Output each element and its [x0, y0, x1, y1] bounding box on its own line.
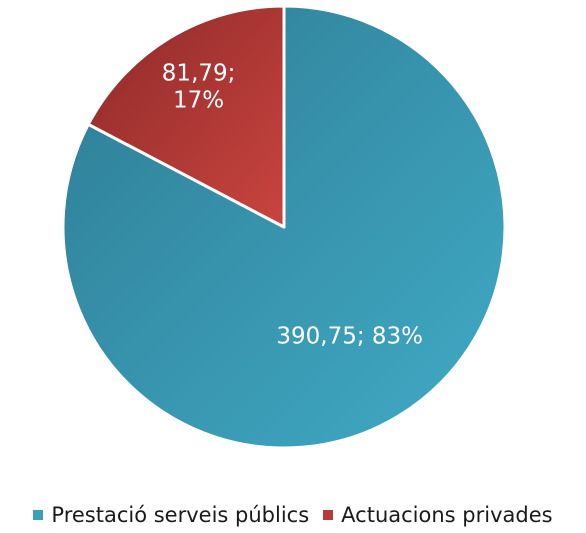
legend-label-actuacions: Actuacions privades [341, 503, 553, 527]
legend-swatch-prestacio [33, 510, 44, 520]
pie-chart: 390,75; 83% 81,79; 17% [61, 4, 507, 450]
legend-item-actuacions[interactable]: Actuacions privades [323, 503, 553, 527]
slice-label-prestacio: 390,75; 83% [276, 324, 423, 350]
slice-label-actuacions: 81,79; 17% [162, 60, 236, 113]
chart-legend: Prestació serveis públics Actuacions pri… [0, 500, 586, 530]
slice-actuacions-privades[interactable] [86, 4, 286, 229]
legend-item-prestacio[interactable]: Prestació serveis públics [33, 503, 309, 527]
legend-swatch-actuacions [323, 510, 334, 520]
legend-label-prestacio: Prestació serveis públics [51, 503, 310, 527]
